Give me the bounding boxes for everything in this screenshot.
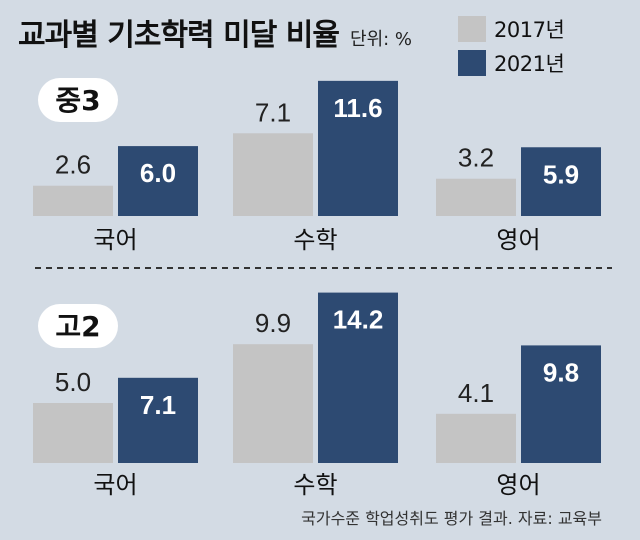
title-block: 교과별 기초학력 미달 비율 단위: % [18,10,412,54]
chart-title: 교과별 기초학력 미달 비율 [18,18,340,53]
legend-swatch-2017 [458,16,486,42]
bar-고2-국어-2017년 [33,403,113,463]
bar-고2-영어-2017년 [436,413,516,463]
unit-label: 단위: % [350,29,413,50]
category-label-중3-수학: 수학 [293,226,337,254]
legend-item-2017: 2017년 [458,14,565,44]
category-label-고2-수학: 수학 [293,471,337,499]
bar-중3-수학-2017년 [233,133,313,216]
value-label-중3-영어-2017년: 3.2 [458,143,494,173]
panel-badge [38,78,118,122]
value-label-중3-국어-2017년: 2.6 [55,150,91,180]
category-label-고2-국어: 국어 [93,471,137,499]
value-label-고2-영어-2021년: 9.8 [543,357,579,387]
value-label-고2-영어-2017년: 4.1 [458,378,494,408]
category-label-중3-국어: 국어 [93,226,137,254]
bar-고2-국어-2021년 [118,377,198,463]
value-label-중3-국어-2021년: 6.0 [140,158,176,188]
value-label-고2-수학-2021년: 14.2 [333,305,384,335]
bar-중3-수학-2021년 [318,80,398,216]
bar-중3-영어-2021년 [521,147,601,216]
legend-swatch-2021 [458,50,486,76]
category-label-고2-영어: 영어 [496,471,540,499]
legend-item-2021: 2021년 [458,48,565,78]
legend: 2017년 2021년 [458,14,565,82]
panel-중3: 중3 2.6 6.0 국어 7.1 11.6 수학 3.2 5.9 영어 [33,78,601,254]
legend-label-2017: 2017년 [494,18,565,42]
bar-고2-수학-2021년 [318,292,398,463]
category-label-중3-영어: 영어 [496,226,540,254]
panel-badge-label: 고2 [55,310,100,343]
value-label-중3-수학-2017년: 7.1 [255,97,291,127]
value-label-고2-국어-2017년: 5.0 [55,367,91,397]
legend-label-2021: 2021년 [494,52,565,76]
value-label-고2-국어-2021년: 7.1 [140,390,176,420]
bar-고2-영어-2021년 [521,345,601,463]
panel-badge-label: 중3 [55,84,100,117]
bar-고2-수학-2017년 [233,344,313,463]
value-label-고2-수학-2017년: 9.9 [255,308,291,338]
bar-중3-영어-2017년 [436,178,516,216]
value-label-중3-수학-2021년: 11.6 [333,93,382,123]
bar-중3-국어-2017년 [33,185,113,216]
value-label-중3-영어-2021년: 5.9 [543,159,579,189]
bar-중3-국어-2021년 [118,146,198,216]
panel-고2: 고2 5.0 7.1 국어 9.9 14.2 수학 4.1 9.8 영어 [33,292,601,499]
source-note: 국가수준 학업성취도 평가 결과. 자료: 교육부 [301,509,602,528]
panel-badge [38,304,118,348]
